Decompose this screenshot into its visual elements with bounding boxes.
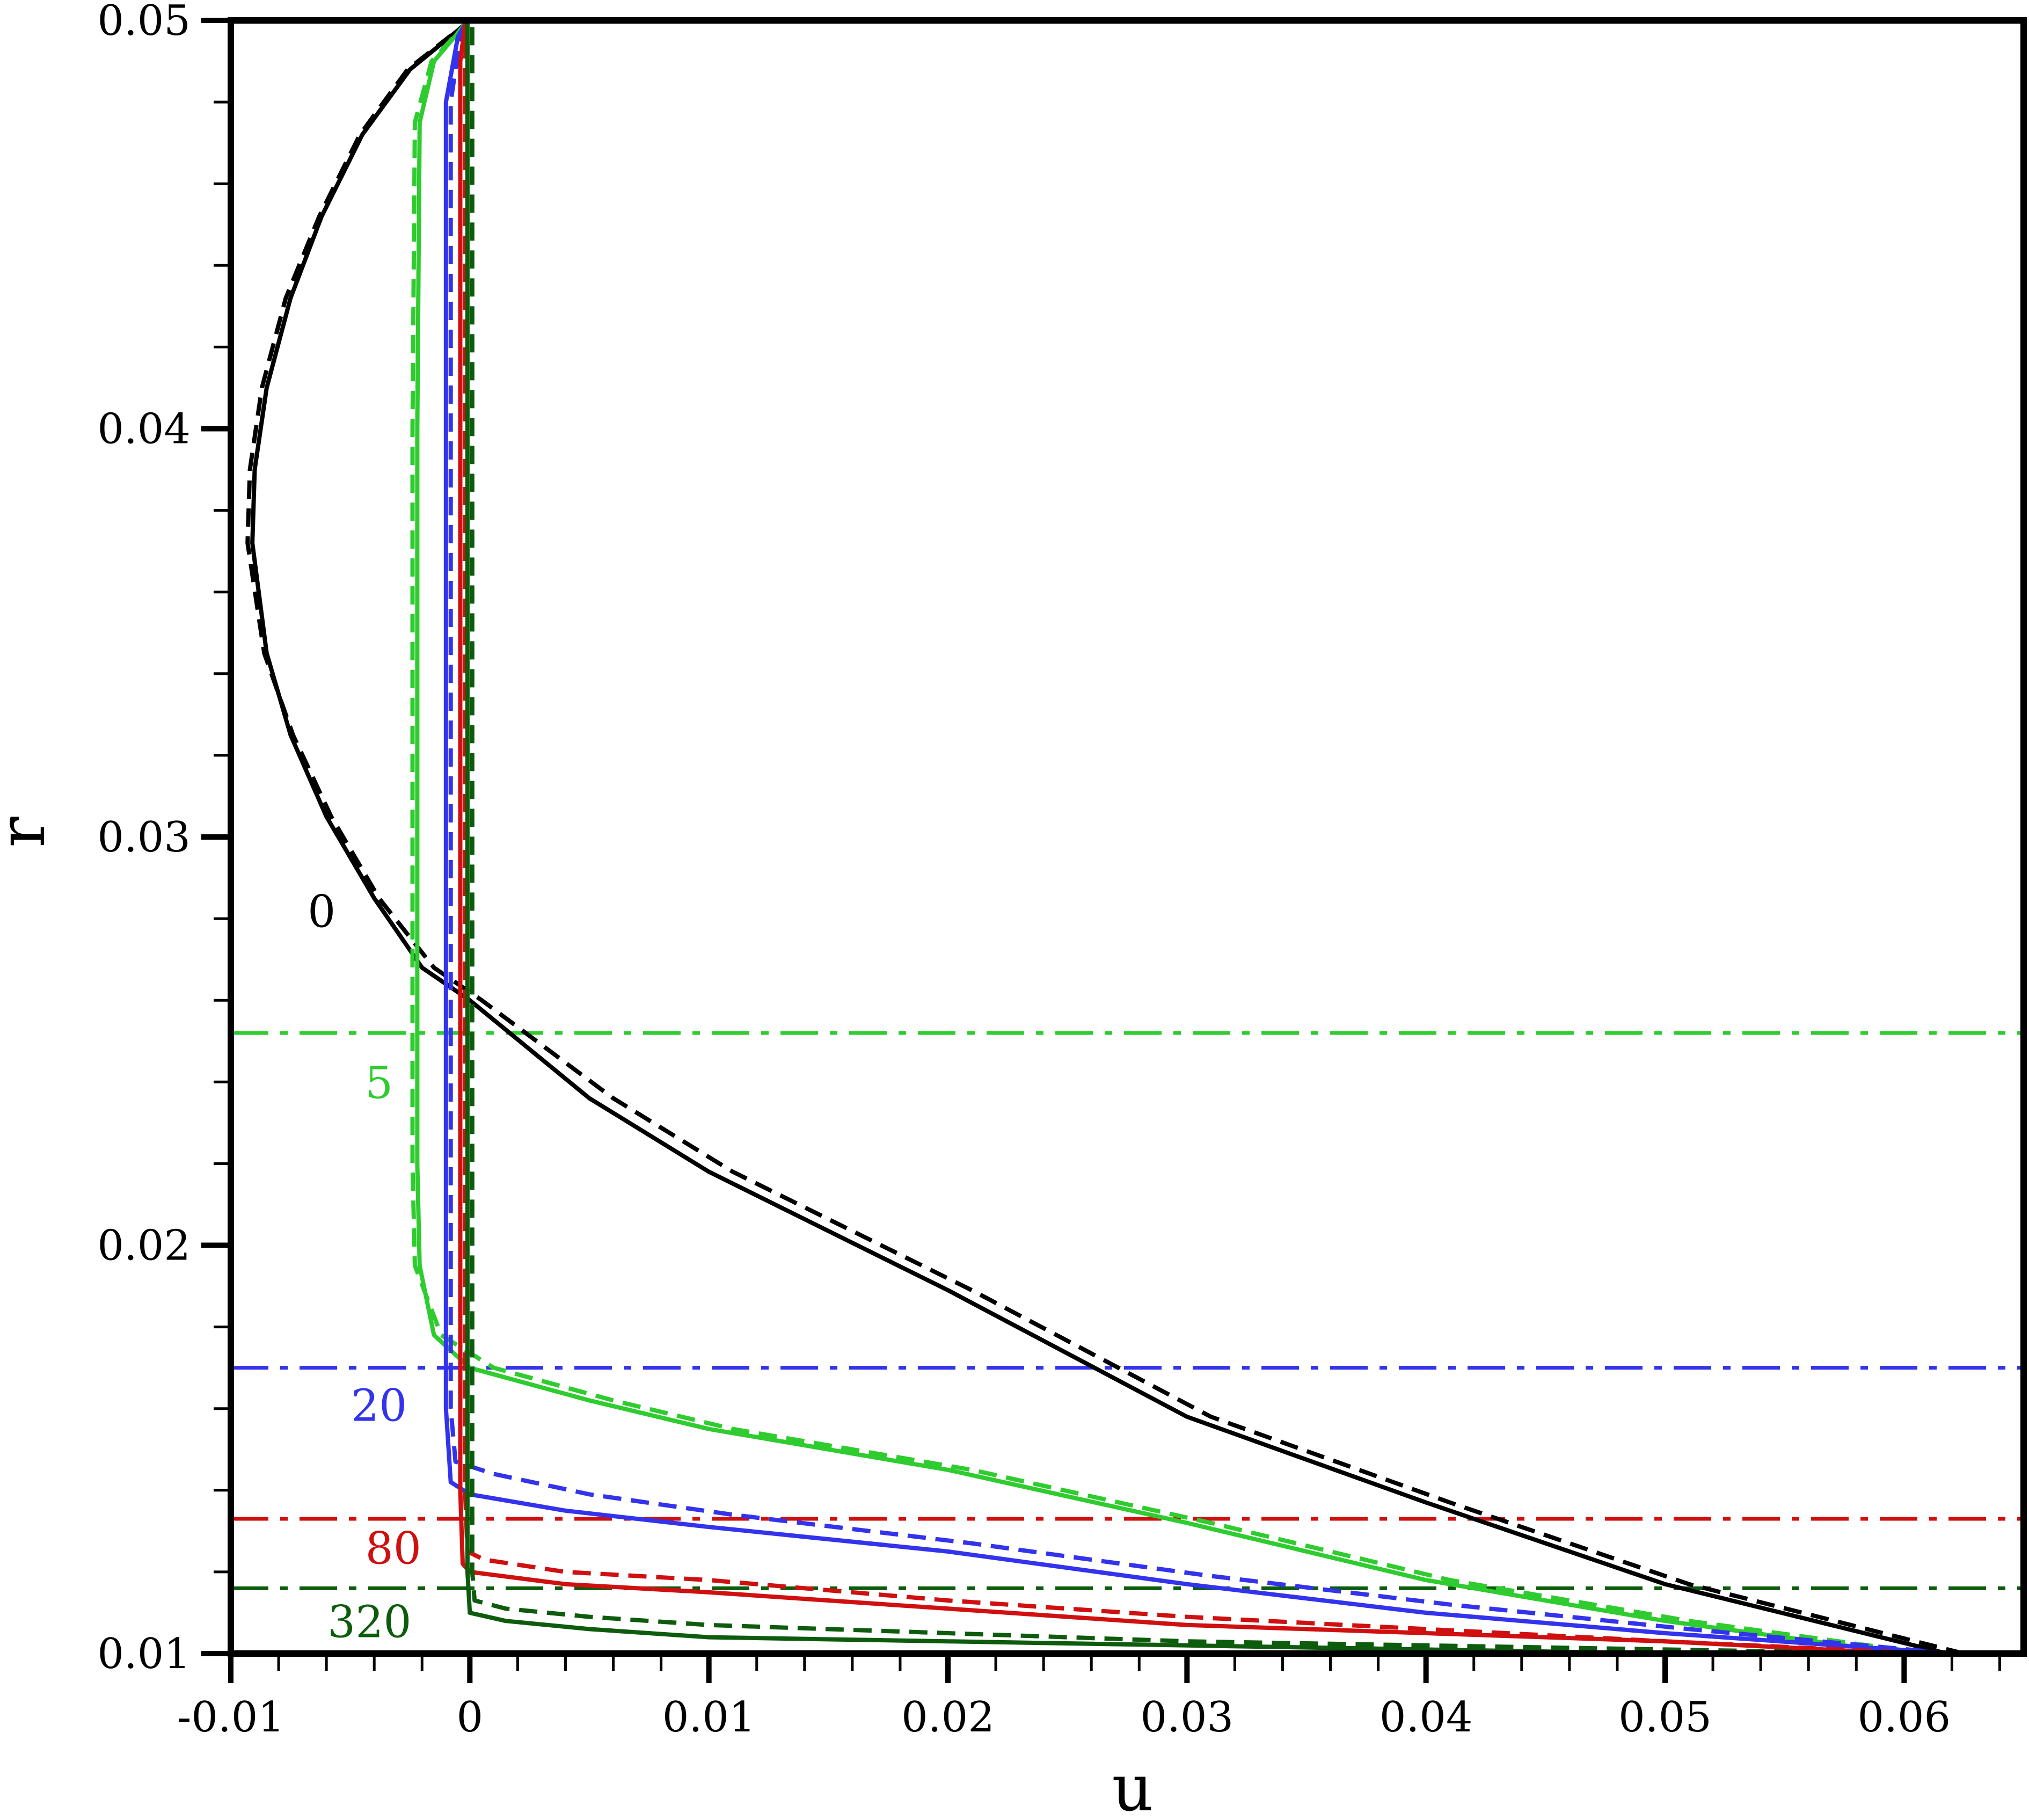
x-axis-ticks: -0.01 0 0.01 0.02 0.03 0.04 0.05 0.06 — [177, 1654, 2001, 1742]
curve-solid-0 — [250, 22, 1950, 1656]
velocity-profiles — [245, 22, 1965, 1656]
y-tick-label: 0.01 — [97, 1630, 191, 1678]
y-tick-label: 0.03 — [97, 813, 191, 862]
x-axis-title: u — [1112, 1751, 1153, 1820]
x-tick-label: -0.01 — [177, 1693, 284, 1742]
y-tick-label: 0.04 — [97, 405, 191, 454]
plot-border — [228, 17, 2027, 1657]
curve-solid-320 — [465, 22, 1907, 1656]
x-tick-label: 0.01 — [662, 1693, 756, 1742]
curve-label-20: 20 — [351, 1381, 407, 1432]
y-tick-label: 0.05 — [97, 0, 191, 45]
curve-label-320: 320 — [327, 1597, 412, 1648]
x-tick-label: 0.04 — [1380, 1693, 1473, 1742]
plot-frame — [228, 17, 2027, 1657]
curve-label-5: 5 — [365, 1058, 393, 1109]
curve-dashed-20 — [448, 24, 1952, 1656]
x-tick-label: 0.05 — [1618, 1693, 1712, 1742]
x-tick-label: 0.02 — [901, 1693, 995, 1742]
curve-dashed-80 — [463, 24, 1929, 1656]
curve-solid-5 — [415, 22, 1907, 1656]
curve-solid-20 — [443, 22, 1954, 1656]
curve-dashed-320 — [470, 24, 1904, 1656]
curve-dashed-0 — [245, 23, 1965, 1656]
curve-labels: 0 5 20 80 320 — [308, 886, 421, 1648]
y-axis-ticks: 0.01 0.02 0.03 0.04 0.05 — [97, 0, 231, 1678]
x-tick-label: 0.06 — [1857, 1693, 1951, 1742]
curve-label-80: 80 — [366, 1524, 421, 1575]
x-tick-label: 0 — [457, 1693, 484, 1742]
curve-solid-80 — [458, 22, 1907, 1656]
radius-marker-lines — [231, 1031, 2024, 1590]
y-axis-title: r — [0, 817, 60, 848]
y-tick-label: 0.02 — [97, 1222, 191, 1270]
curve-label-0: 0 — [308, 886, 335, 937]
x-tick-label: 0.03 — [1140, 1693, 1234, 1742]
